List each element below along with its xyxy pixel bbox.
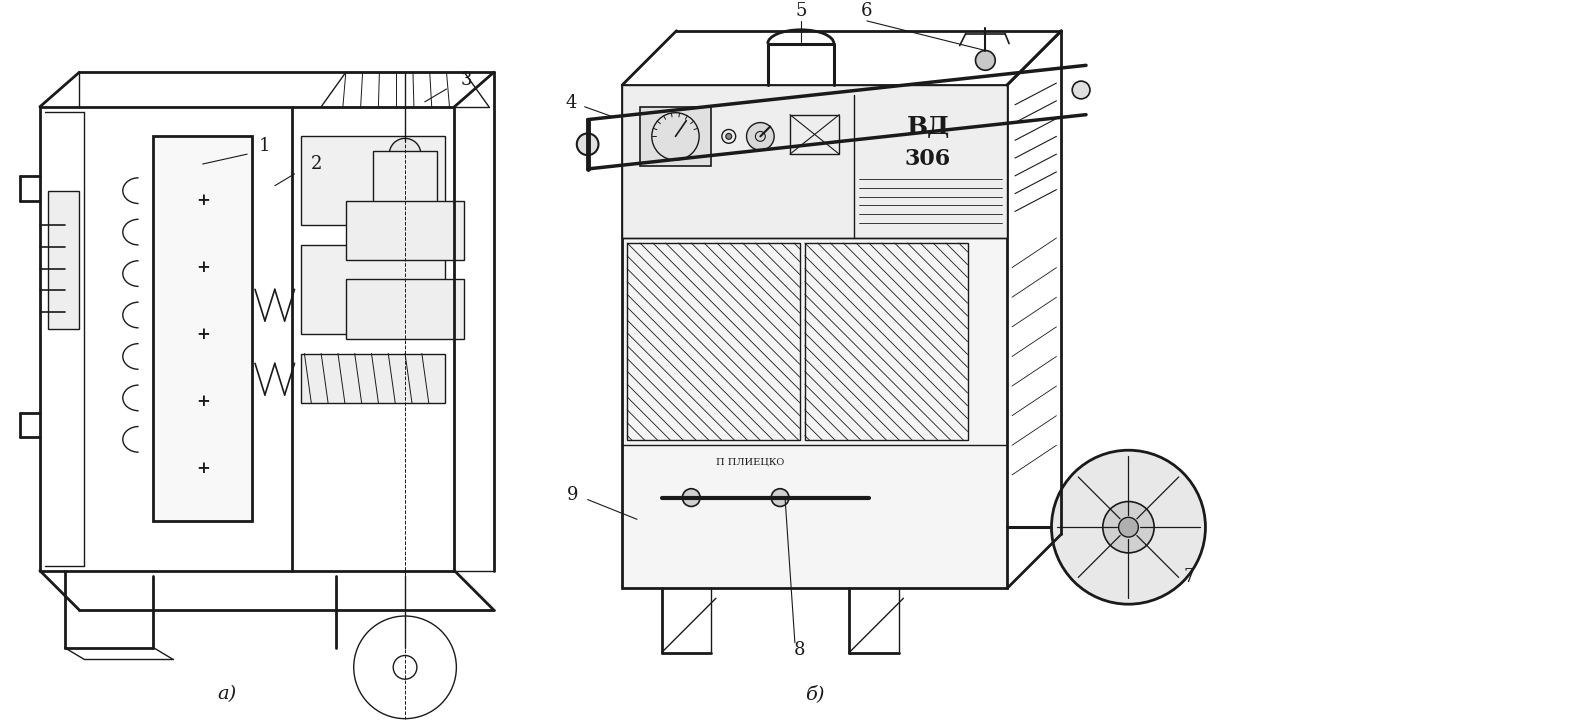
Text: 9: 9 (568, 486, 579, 504)
Circle shape (683, 489, 700, 507)
Bar (790, 114, 840, 154)
Circle shape (747, 122, 774, 150)
Bar (346, 201, 464, 260)
Text: 7: 7 (1184, 568, 1195, 586)
Text: б): б) (805, 685, 824, 703)
Circle shape (1103, 502, 1155, 553)
Bar (373, 151, 437, 230)
Circle shape (975, 51, 996, 70)
Circle shape (389, 138, 422, 170)
Text: +: + (195, 393, 209, 411)
Circle shape (725, 133, 731, 139)
Bar (628, 243, 799, 440)
Circle shape (771, 489, 790, 507)
Bar (154, 136, 252, 521)
Circle shape (1051, 450, 1205, 605)
Bar (623, 85, 1007, 589)
Text: 306: 306 (904, 148, 952, 170)
Text: 2: 2 (310, 155, 322, 173)
Bar (47, 190, 79, 329)
Circle shape (577, 133, 598, 155)
Text: +: + (195, 327, 209, 343)
Bar (805, 243, 967, 440)
Circle shape (1073, 81, 1090, 99)
Circle shape (1118, 518, 1139, 537)
Bar (302, 136, 445, 225)
Bar (640, 106, 711, 166)
Text: a): a) (217, 685, 238, 703)
Text: 3: 3 (461, 71, 472, 89)
Text: 6: 6 (860, 2, 873, 20)
Bar (346, 279, 464, 339)
Bar (302, 245, 445, 334)
Text: +: + (195, 259, 209, 276)
Text: П ПЛИЕЦКО: П ПЛИЕЦКО (716, 458, 785, 466)
Text: ВД: ВД (906, 114, 950, 138)
Bar (623, 85, 1007, 238)
Text: 4: 4 (565, 94, 577, 111)
Text: 5: 5 (794, 2, 807, 20)
Text: 1: 1 (260, 138, 271, 155)
Bar (302, 353, 445, 403)
Text: 8: 8 (794, 641, 805, 659)
Text: +: + (195, 192, 209, 209)
Text: +: + (195, 460, 209, 477)
